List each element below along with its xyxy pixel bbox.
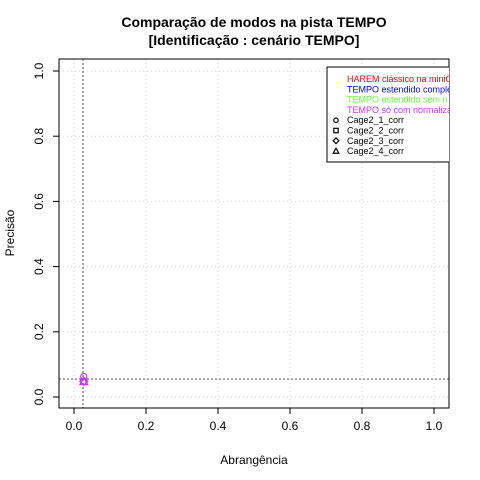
y-tick-label-1: 0.2 bbox=[32, 323, 46, 340]
legend-item-mode-2: TEMPO estendido sem n bbox=[347, 95, 448, 105]
legend-item-mode-3: TEMPO só com normaliza bbox=[347, 105, 452, 115]
legend-item-run-0: Cage2_1_corr bbox=[347, 115, 404, 125]
y-tick-label-4: 0.8 bbox=[32, 128, 46, 145]
legend-marker-triangle-icon bbox=[332, 147, 340, 154]
reference-lines bbox=[59, 59, 449, 408]
y-axis: 0.0 0.2 0.4 0.6 0.8 1.0 bbox=[32, 62, 60, 405]
legend-item-run-1: Cage2_2_corr bbox=[347, 126, 404, 136]
y-tick-label-3: 0.6 bbox=[32, 193, 46, 210]
legend-box bbox=[326, 66, 449, 163]
x-tick-label-0: 0.0 bbox=[66, 419, 83, 433]
x-tick-label-5: 1.0 bbox=[426, 419, 443, 433]
legend-item-mode-0: HAREM clássico na miniC bbox=[347, 74, 453, 84]
data-point-3 bbox=[78, 376, 89, 386]
x-tick-label-2: 0.4 bbox=[210, 419, 227, 433]
legend-marker-square-icon bbox=[333, 127, 339, 134]
data-points bbox=[78, 372, 89, 387]
legend-item-run-2: Cage2_3_corr bbox=[347, 136, 404, 146]
legend-item-mode-1: TEMPO estendido comple bbox=[347, 84, 452, 94]
y-tick-label-5: 1.0 bbox=[32, 62, 46, 79]
data-point-2 bbox=[78, 376, 89, 387]
x-axis-title: Abrangência bbox=[220, 453, 288, 467]
legend-marker-circle-icon bbox=[333, 117, 339, 124]
x-tick-label-1: 0.2 bbox=[138, 419, 155, 433]
chart-title-line-1: Comparação de modos na pista TEMPO bbox=[121, 14, 386, 30]
data-point-0 bbox=[80, 372, 88, 381]
x-tick-label-3: 0.6 bbox=[282, 419, 299, 433]
y-tick-label-0: 0.0 bbox=[32, 388, 46, 405]
chart-title: Comparação de modos na pista TEMPO [Iden… bbox=[121, 14, 386, 48]
x-axis: 0.0 0.2 0.4 0.6 0.8 1.0 bbox=[66, 407, 443, 433]
y-axis-title: Precisão bbox=[3, 209, 17, 256]
legend-item-run-3: Cage2_4_corr bbox=[347, 146, 404, 156]
chart-title-line-2: [Identificação : cenário TEMPO] bbox=[149, 32, 360, 48]
y-tick-label-2: 0.4 bbox=[32, 258, 46, 275]
legend-marker-diamond-icon bbox=[332, 137, 340, 145]
x-tick-label-4: 0.8 bbox=[354, 419, 371, 433]
